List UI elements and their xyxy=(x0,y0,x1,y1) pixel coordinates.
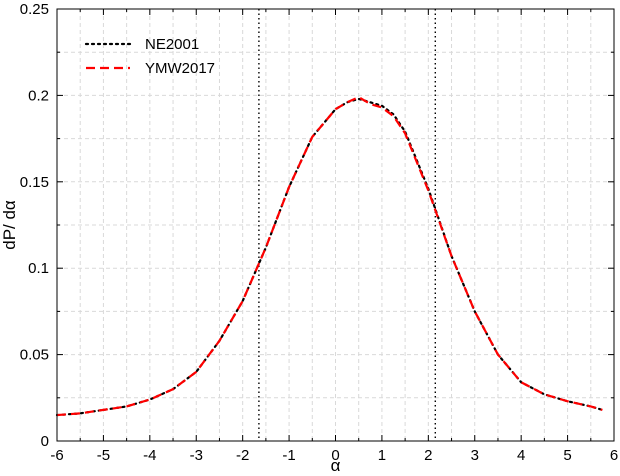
x-tick-label: -4 xyxy=(143,447,156,464)
series-line-ymw2017 xyxy=(56,95,603,417)
x-tick-label: 4 xyxy=(517,447,525,464)
legend-label-ne2001: NE2001 xyxy=(145,36,199,53)
x-tick-label: 6 xyxy=(610,447,618,464)
x-tick-label: 5 xyxy=(563,447,571,464)
y-tick-label: 0 xyxy=(41,433,49,450)
x-tick-label: -6 xyxy=(50,447,63,464)
grid xyxy=(57,9,614,441)
x-tick-label: -2 xyxy=(236,447,249,464)
y-tick-label: 0.15 xyxy=(20,174,49,191)
series-line-ne2001 xyxy=(55,97,604,417)
y-tick-label: 0.2 xyxy=(28,87,49,104)
y-tick-label: 0.1 xyxy=(28,260,49,277)
reference-lines xyxy=(258,9,436,441)
x-tick-label: 3 xyxy=(471,447,479,464)
x-tick-label: 0 xyxy=(331,447,339,464)
y-tick-label: 0.05 xyxy=(20,347,49,364)
x-tick-label: -1 xyxy=(282,447,295,464)
x-tick-label: 2 xyxy=(424,447,432,464)
x-axis-title: α xyxy=(331,456,341,475)
x-tick-label: -5 xyxy=(97,447,110,464)
x-tick-label: 1 xyxy=(378,447,386,464)
y-tick-label: 0.25 xyxy=(20,1,49,18)
y-axis-title: dP/ dα xyxy=(0,200,19,250)
legend: NE2001 YMW2017 xyxy=(84,36,215,77)
x-tick-label: -3 xyxy=(190,447,203,464)
axis-ticks: -6 -5 -4 -3 -2 -1 0 1 2 3 4 5 6 0 0.05 0.1 0.15 0.2 0.25 xyxy=(20,1,618,464)
legend-label-ymw2017: YMW2017 xyxy=(145,60,215,77)
series-lines xyxy=(55,95,604,417)
